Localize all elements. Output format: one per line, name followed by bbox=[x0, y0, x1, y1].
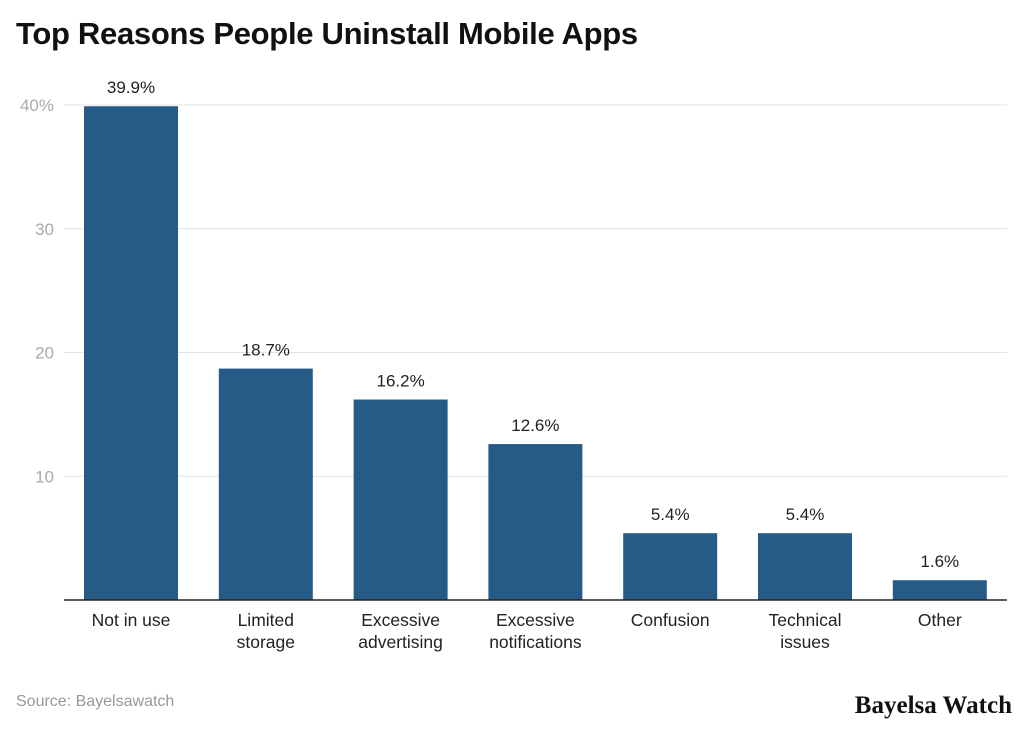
x-tick-label: issues bbox=[780, 632, 830, 652]
data-label: 18.7% bbox=[242, 341, 290, 360]
x-tick-label: notifications bbox=[489, 632, 582, 652]
x-tick-label: Technical bbox=[769, 610, 842, 630]
x-tick-label: Not in use bbox=[92, 610, 171, 630]
data-label: 1.6% bbox=[920, 552, 959, 571]
data-label: 16.2% bbox=[376, 372, 424, 391]
x-tick-label: Excessive bbox=[361, 610, 440, 630]
x-tick-label: Confusion bbox=[631, 610, 710, 630]
y-tick-label: 40% bbox=[20, 96, 54, 115]
bar bbox=[623, 533, 718, 600]
chart-title: Top Reasons People Uninstall Mobile Apps bbox=[16, 16, 638, 51]
x-tick-label: Other bbox=[918, 610, 962, 630]
bar-chart: 10 20 30 40% 39.9% Not in use 18.7% Limitedstor… bbox=[20, 78, 1007, 652]
source-note: Source: Bayelsawatch bbox=[16, 693, 175, 710]
bar bbox=[353, 399, 448, 600]
data-label: 5.4% bbox=[786, 505, 825, 524]
bar bbox=[758, 533, 852, 600]
y-tick-label: 10 bbox=[35, 467, 54, 486]
x-tick-label: Excessive bbox=[496, 610, 575, 630]
x-tick-label: Limited bbox=[238, 610, 294, 630]
y-tick-label: 20 bbox=[35, 344, 54, 363]
y-tick-label: 30 bbox=[35, 220, 54, 239]
bar bbox=[84, 106, 178, 601]
bar bbox=[892, 580, 987, 600]
x-tick-label: advertising bbox=[358, 632, 443, 652]
data-label: 39.9% bbox=[107, 78, 155, 97]
data-label: 12.6% bbox=[511, 416, 559, 435]
brand-logo: Bayelsa Watch bbox=[854, 692, 1012, 719]
bar bbox=[218, 368, 313, 600]
data-label: 5.4% bbox=[651, 505, 690, 524]
x-tick-label: storage bbox=[237, 632, 295, 652]
bar bbox=[488, 444, 583, 600]
